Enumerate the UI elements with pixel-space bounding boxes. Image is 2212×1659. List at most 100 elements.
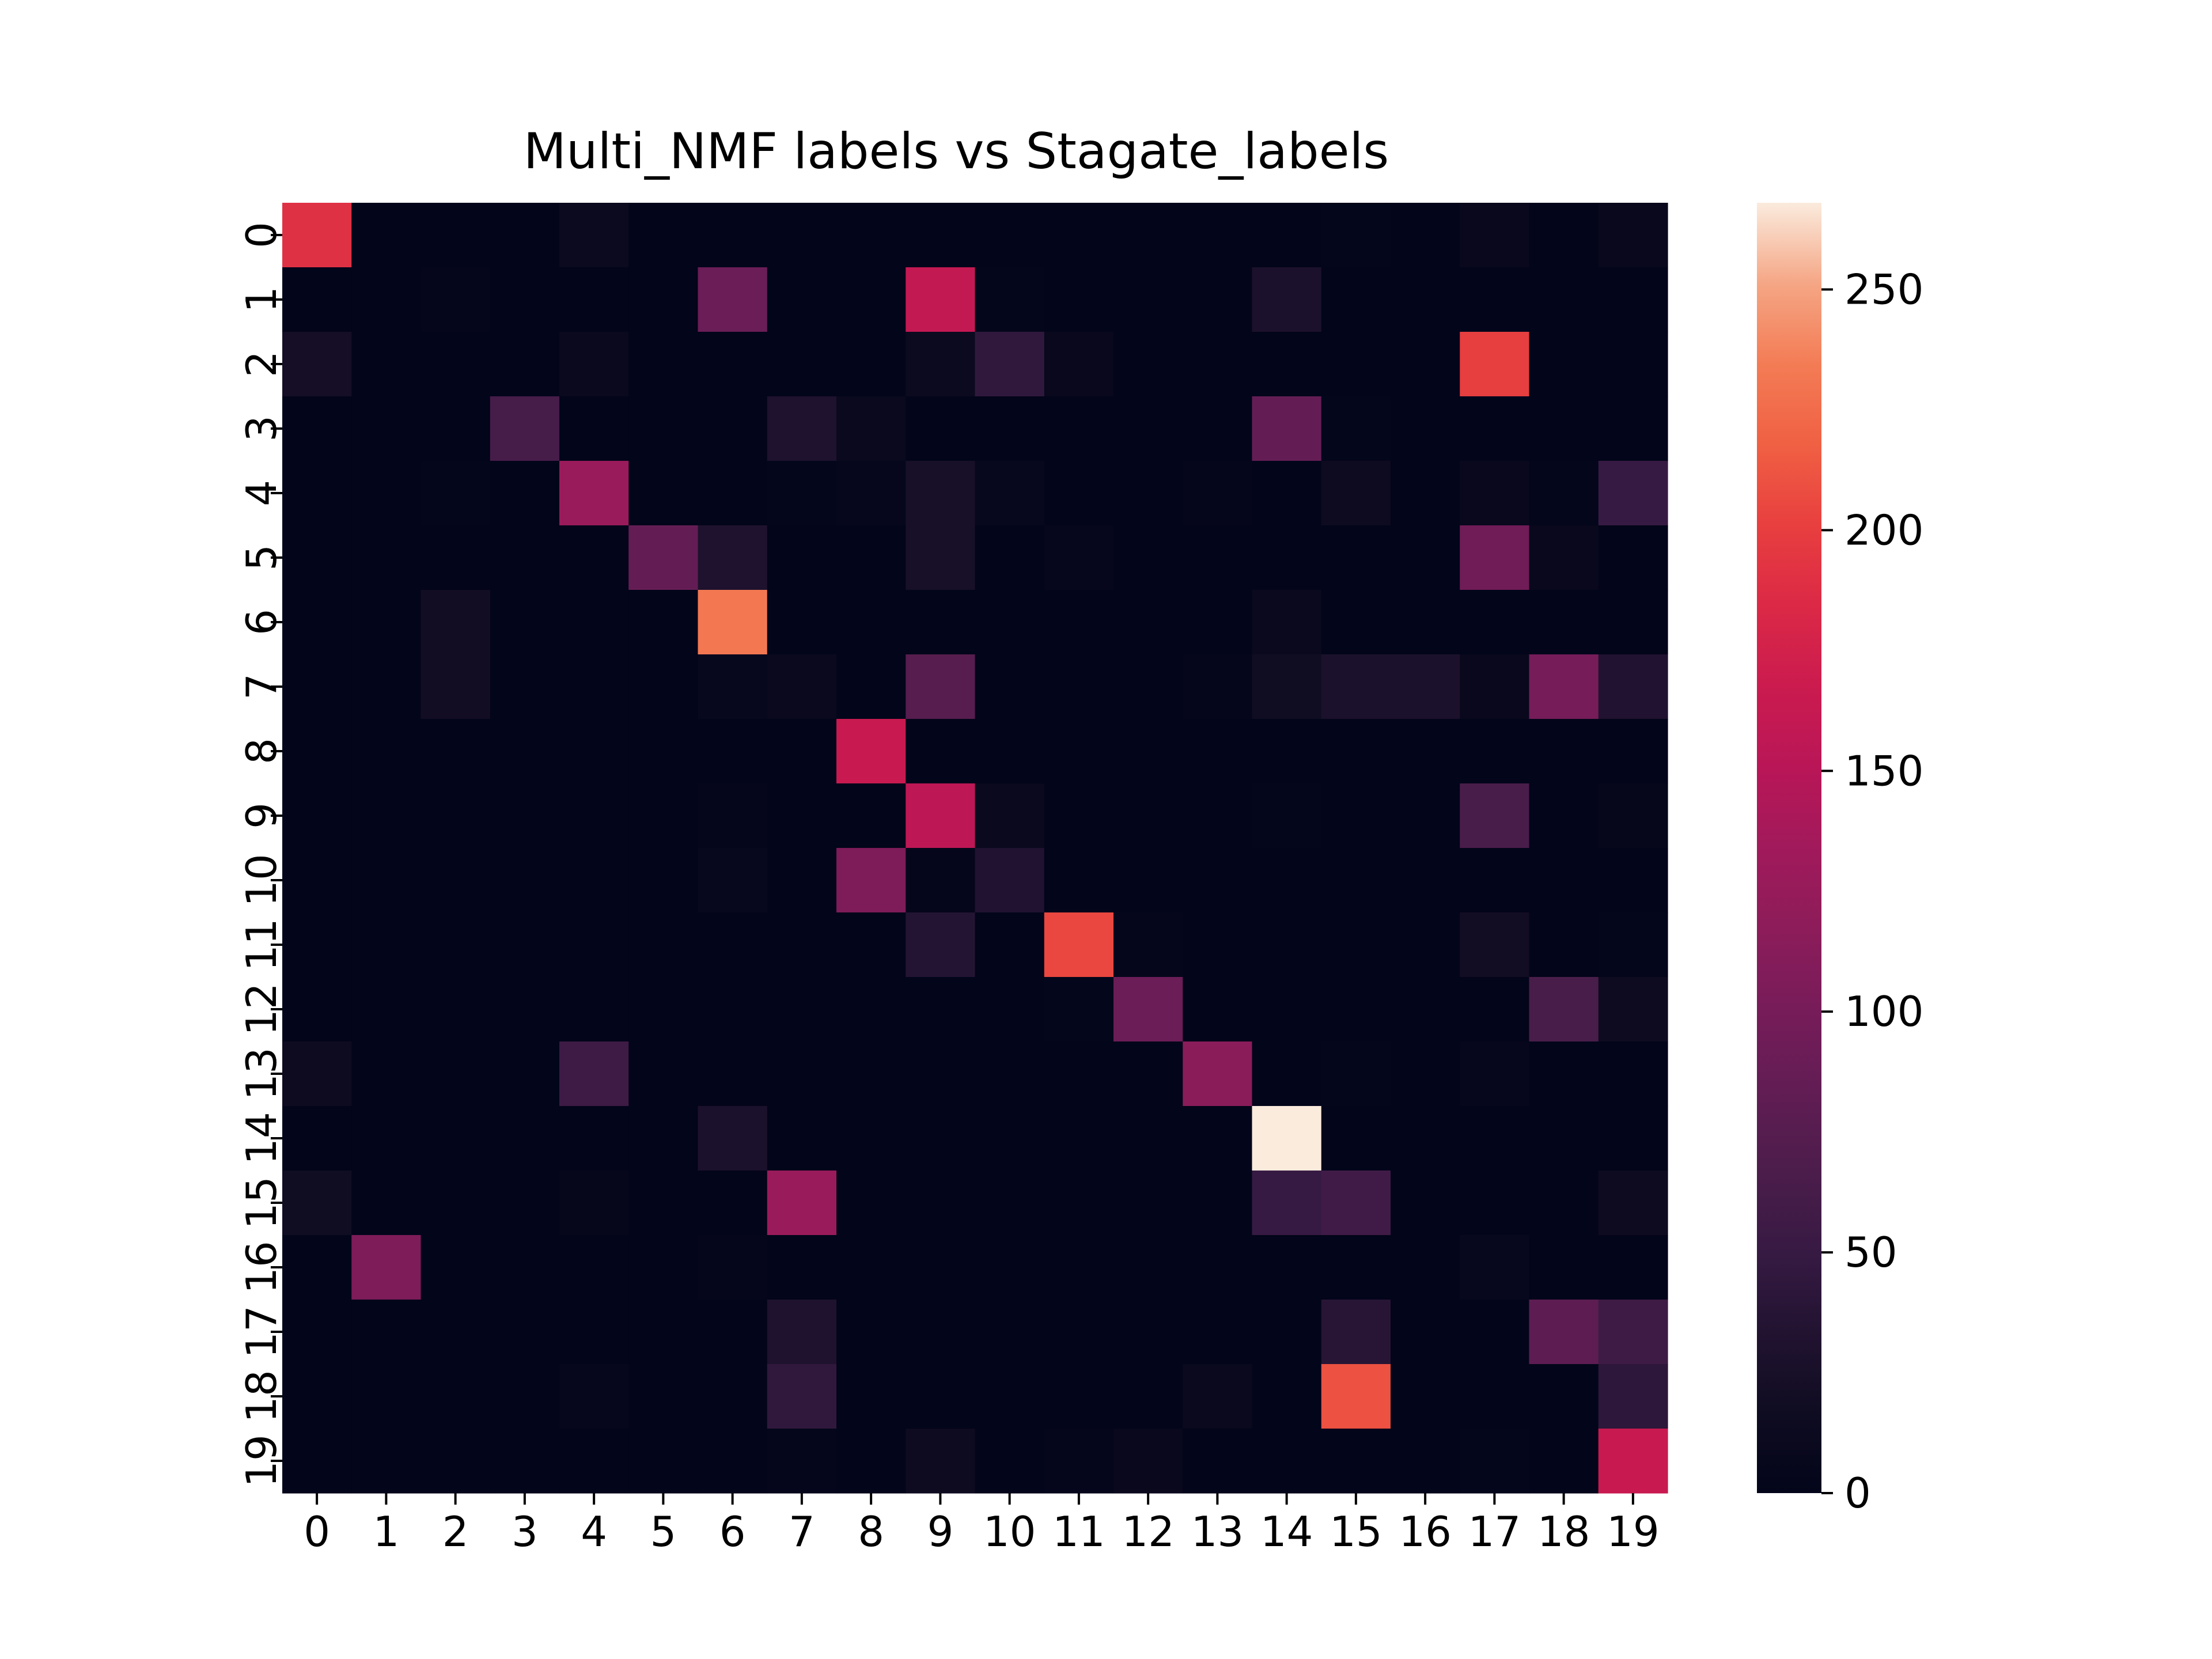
- heatmap-cell: [1460, 332, 1530, 397]
- heatmap-cell: [421, 977, 491, 1042]
- y-tick-label: 12: [237, 983, 286, 1036]
- heatmap-cell: [421, 654, 491, 719]
- y-tick-label: 16: [237, 1241, 286, 1294]
- heatmap-cell: [1598, 1235, 1668, 1300]
- heatmap-cell: [1529, 848, 1599, 913]
- y-tick-label: 14: [237, 1112, 286, 1165]
- heatmap-cell: [1252, 654, 1322, 719]
- heatmap-cell: [1529, 719, 1599, 784]
- heatmap-cell: [628, 719, 699, 784]
- heatmap-cell: [1044, 590, 1114, 655]
- heatmap-cell: [490, 848, 560, 913]
- heatmap-cell: [490, 267, 560, 332]
- heatmap-cell: [1391, 1300, 1460, 1365]
- heatmap-cell: [1391, 1364, 1460, 1429]
- heatmap-cell: [559, 1429, 629, 1494]
- heatmap-cell: [836, 1235, 906, 1300]
- heatmap-cell: [767, 848, 837, 913]
- heatmap-cell: [490, 525, 560, 590]
- heatmap-cell: [1044, 461, 1114, 526]
- heatmap-cell: [1529, 1235, 1599, 1300]
- heatmap-cell: [906, 1106, 976, 1171]
- heatmap-cell: [490, 332, 560, 397]
- heatmap-cell: [836, 590, 906, 655]
- heatmap-cell: [351, 848, 422, 913]
- heatmap-cell: [767, 783, 837, 849]
- x-tick-label: 3: [512, 1508, 538, 1556]
- heatmap-cell: [1529, 1300, 1599, 1365]
- heatmap-cell: [1460, 719, 1530, 784]
- heatmap-cell: [1598, 848, 1668, 913]
- heatmap-cell: [1183, 654, 1253, 719]
- heatmap-cell: [1113, 1300, 1183, 1365]
- heatmap-cell: [1252, 461, 1322, 526]
- y-tick-label: 18: [237, 1370, 286, 1423]
- heatmap-cell: [975, 654, 1045, 719]
- heatmap-cell: [698, 203, 768, 268]
- heatmap-cell: [1391, 1041, 1460, 1107]
- heatmap-cell: [698, 267, 768, 332]
- heatmap-cell: [421, 1171, 491, 1236]
- heatmap-cell: [1044, 783, 1114, 849]
- heatmap-cell: [1113, 1106, 1183, 1171]
- heatmap-cell: [351, 332, 422, 397]
- heatmap-cell: [421, 461, 491, 526]
- heatmap-cell: [351, 461, 422, 526]
- x-tick-label: 18: [1537, 1508, 1590, 1556]
- y-tick-label: 11: [237, 918, 286, 971]
- heatmap-cell: [559, 654, 629, 719]
- heatmap-cell: [1598, 203, 1668, 268]
- heatmap-cell: [1598, 1041, 1668, 1107]
- heatmap-cell: [906, 654, 976, 719]
- heatmap-cell: [1391, 1235, 1460, 1300]
- heatmap-cell: [975, 848, 1045, 913]
- x-tick-label: 8: [858, 1508, 884, 1556]
- heatmap-cell: [490, 783, 560, 849]
- heatmap-cell: [282, 1106, 352, 1171]
- heatmap-cell: [282, 1171, 352, 1236]
- heatmap-cell: [906, 1171, 976, 1236]
- y-tick-label: 6: [237, 609, 286, 635]
- heatmap-cell: [1252, 783, 1322, 849]
- heatmap-cell: [906, 1429, 976, 1494]
- x-tick-label: 4: [581, 1508, 607, 1556]
- heatmap-cell: [1044, 396, 1114, 461]
- heatmap-cell: [1529, 783, 1599, 849]
- heatmap-cell: [1183, 1041, 1253, 1107]
- heatmap-cell: [1044, 1364, 1114, 1429]
- heatmap-cell: [559, 203, 629, 268]
- heatmap-cell: [421, 203, 491, 268]
- heatmap-cell: [1113, 267, 1183, 332]
- heatmap-cell: [1113, 203, 1183, 268]
- heatmap-cell: [421, 783, 491, 849]
- heatmap-cell: [628, 590, 699, 655]
- heatmap-cell: [351, 1171, 422, 1236]
- heatmap-cell: [1252, 332, 1322, 397]
- heatmap-cell: [559, 461, 629, 526]
- heatmap-cell: [1391, 719, 1460, 784]
- heatmap-cell: [1460, 590, 1530, 655]
- heatmap-cell: [836, 396, 906, 461]
- heatmap-cell: [1113, 654, 1183, 719]
- heatmap-cell: [421, 267, 491, 332]
- heatmap-cell: [975, 783, 1045, 849]
- heatmap-cell: [1391, 654, 1460, 719]
- heatmap-cell: [698, 1300, 768, 1365]
- heatmap-cell: [975, 1429, 1045, 1494]
- y-tick-label: 15: [237, 1176, 286, 1229]
- heatmap-cell: [628, 1429, 699, 1494]
- heatmap-cell: [975, 396, 1045, 461]
- heatmap-cell: [1321, 1364, 1391, 1429]
- heatmap-cell: [282, 461, 352, 526]
- heatmap-cell: [698, 461, 768, 526]
- heatmap-cell: [1252, 912, 1322, 978]
- heatmap-cell: [282, 719, 352, 784]
- heatmap-cell: [282, 1041, 352, 1107]
- heatmap-cell: [1252, 1300, 1322, 1365]
- heatmap-cell: [836, 912, 906, 978]
- heatmap-cell: [1529, 525, 1599, 590]
- colorbar-tick-label: 100: [1844, 987, 1923, 1036]
- heatmap-cell: [767, 396, 837, 461]
- heatmap-cell: [836, 1364, 906, 1429]
- heatmap-cell: [628, 1041, 699, 1107]
